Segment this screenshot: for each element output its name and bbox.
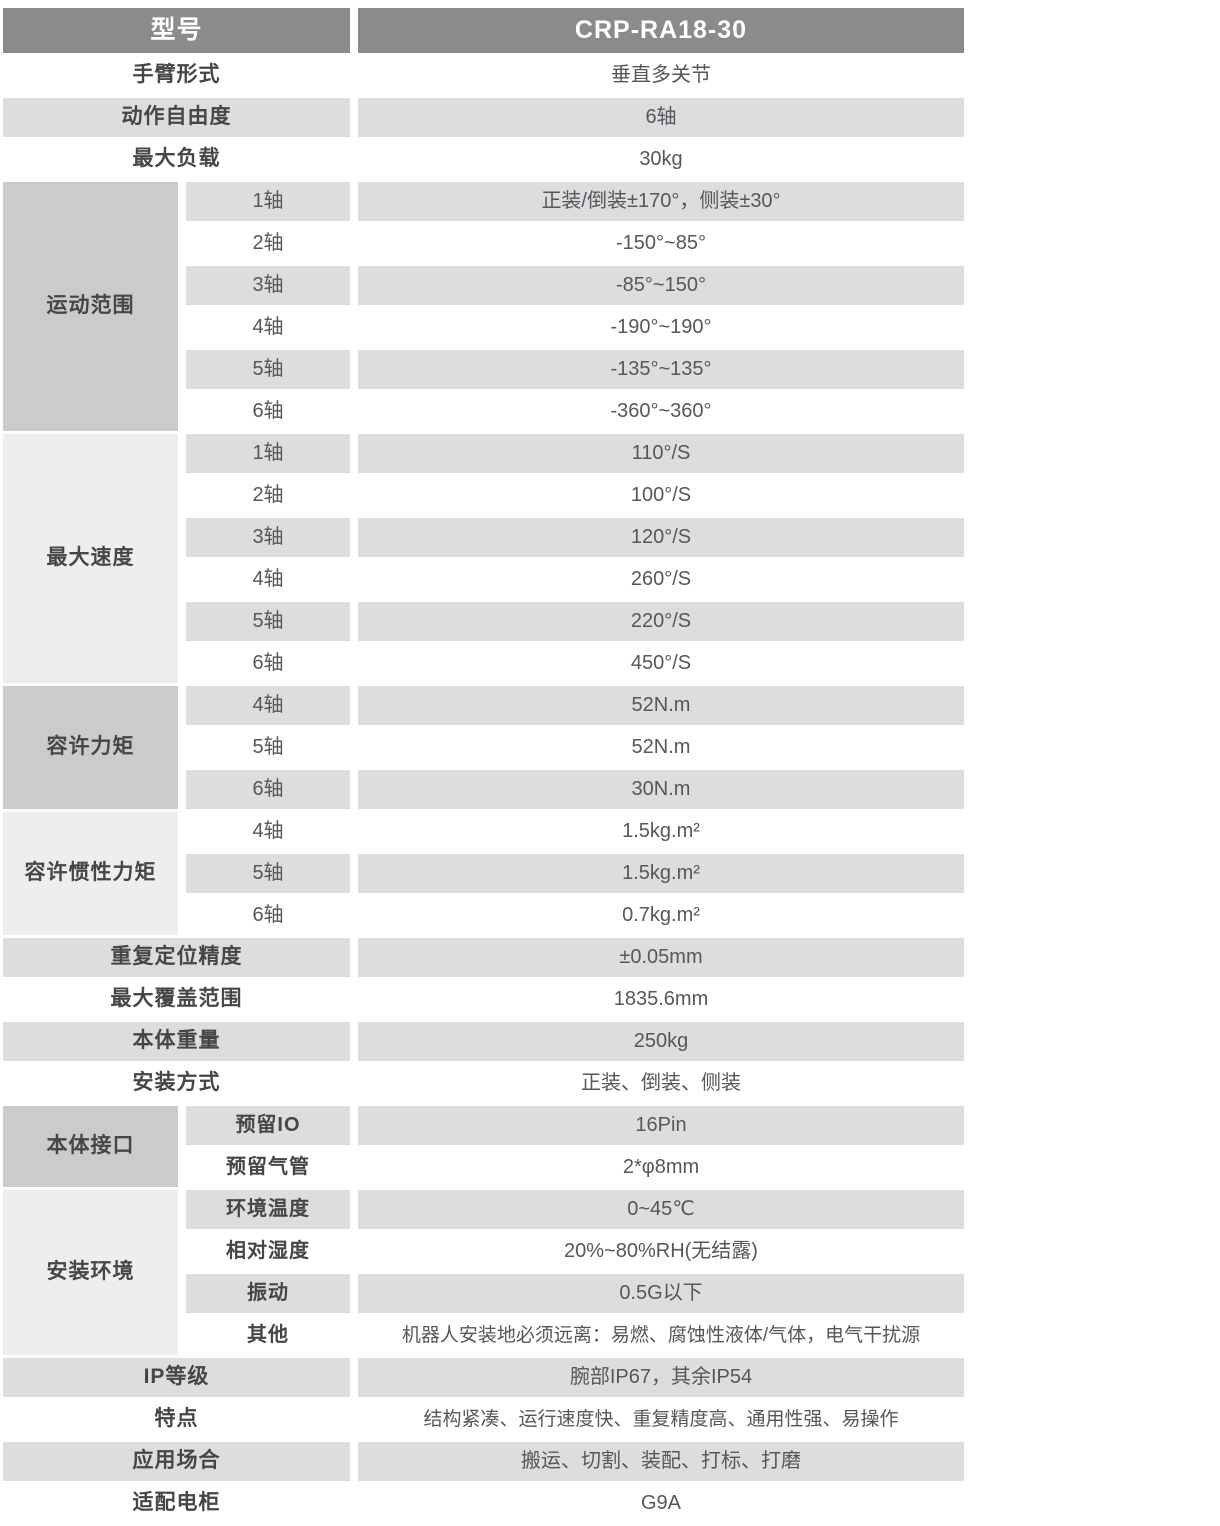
row-value: -190°~190°: [358, 308, 964, 347]
row-sublabel: 1轴: [186, 182, 350, 221]
row-value: 220°/S: [358, 602, 964, 641]
row-value: 0~45℃: [358, 1190, 964, 1229]
row-sublabel: 预留气管: [186, 1148, 350, 1187]
row-value: 250kg: [358, 1022, 964, 1061]
row-value: 20%~80%RH(无结露): [358, 1232, 964, 1271]
row-value: 260°/S: [358, 560, 964, 599]
row-sublabel: 1轴: [186, 434, 350, 473]
row-sublabel: 其他: [186, 1316, 350, 1355]
row-value: 1835.6mm: [358, 980, 964, 1019]
row-value: 正装/倒装±170°，侧装±30°: [358, 182, 964, 221]
row-label: 最大覆盖范围: [3, 980, 350, 1019]
row-value: 0.5G以下: [358, 1274, 964, 1313]
group-label: 本体接口: [3, 1106, 178, 1187]
row-value: 2*φ8mm: [358, 1148, 964, 1187]
row-sublabel: 相对湿度: [186, 1232, 350, 1271]
row-label: 安装方式: [3, 1064, 350, 1103]
row-sublabel: 2轴: [186, 224, 350, 263]
row-sublabel: 2轴: [186, 476, 350, 515]
row-value: -85°~150°: [358, 266, 964, 305]
row-sublabel: 3轴: [186, 266, 350, 305]
row-value: ±0.05mm: [358, 938, 964, 977]
row-label: IP等级: [3, 1358, 350, 1397]
row-label: 适配电柜: [3, 1484, 350, 1523]
row-label: 特点: [3, 1400, 350, 1439]
row-value: 机器人安装地必须远离：易燃、腐蚀性液体/气体，电气干扰源: [358, 1316, 964, 1355]
row-value: 6轴: [358, 98, 964, 137]
row-label: 重复定位精度: [3, 938, 350, 977]
row-sublabel: 5轴: [186, 854, 350, 893]
row-sublabel: 6轴: [186, 770, 350, 809]
row-value: 110°/S: [358, 434, 964, 473]
row-value: 搬运、切割、装配、打标、打磨: [358, 1442, 964, 1481]
row-sublabel: 5轴: [186, 728, 350, 767]
row-sublabel: 环境温度: [186, 1190, 350, 1229]
group-label: 最大速度: [3, 434, 178, 683]
row-sublabel: 5轴: [186, 602, 350, 641]
row-value: 52N.m: [358, 728, 964, 767]
row-value: 120°/S: [358, 518, 964, 557]
row-sublabel: 6轴: [186, 644, 350, 683]
row-value: -360°~360°: [358, 392, 964, 431]
row-value: -150°~85°: [358, 224, 964, 263]
row-sublabel: 3轴: [186, 518, 350, 557]
row-value: 52N.m: [358, 686, 964, 725]
row-value: -135°~135°: [358, 350, 964, 389]
row-sublabel: 4轴: [186, 686, 350, 725]
row-value: 结构紧凑、运行速度快、重复精度高、通用性强、易操作: [358, 1400, 964, 1439]
row-value: 正装、倒装、侧装: [358, 1064, 964, 1103]
row-value: G9A: [358, 1484, 964, 1523]
row-value: 0.7kg.m²: [358, 896, 964, 935]
row-label: 动作自由度: [3, 98, 350, 137]
row-value: 30kg: [358, 140, 964, 179]
row-sublabel: 5轴: [186, 350, 350, 389]
row-label: 手臂形式: [3, 56, 350, 95]
row-value: 1.5kg.m²: [358, 812, 964, 851]
row-sublabel: 4轴: [186, 560, 350, 599]
header-model-value: CRP-RA18-30: [358, 8, 964, 53]
row-value: 腕部IP67，其余IP54: [358, 1358, 964, 1397]
row-value: 16Pin: [358, 1106, 964, 1145]
row-value: 450°/S: [358, 644, 964, 683]
spec-table: 型号 CRP-RA18-30 手臂形式 垂直多关节 动作自由度 6轴 最大负载 30kg 运…: [3, 8, 964, 1523]
row-sublabel: 6轴: [186, 896, 350, 935]
row-value: 30N.m: [358, 770, 964, 809]
row-sublabel: 4轴: [186, 308, 350, 347]
group-label: 容许惯性力矩: [3, 812, 178, 935]
row-sublabel: 振动: [186, 1274, 350, 1313]
row-value: 100°/S: [358, 476, 964, 515]
row-label: 应用场合: [3, 1442, 350, 1481]
row-sublabel: 4轴: [186, 812, 350, 851]
header-model-label: 型号: [3, 8, 350, 53]
group-label: 运动范围: [3, 182, 178, 431]
row-label: 本体重量: [3, 1022, 350, 1061]
row-sublabel: 预留IO: [186, 1106, 350, 1145]
row-value: 1.5kg.m²: [358, 854, 964, 893]
row-sublabel: 6轴: [186, 392, 350, 431]
row-value: 垂直多关节: [358, 56, 964, 95]
group-label: 容许力矩: [3, 686, 178, 809]
group-label: 安装环境: [3, 1190, 178, 1355]
row-label: 最大负载: [3, 140, 350, 179]
